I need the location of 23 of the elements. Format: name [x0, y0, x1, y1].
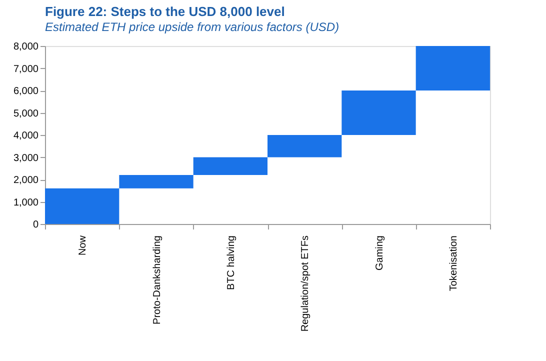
bar: [45, 188, 120, 224]
y-tick-label: 8,000: [13, 42, 39, 52]
x-tick-label: BTC halving: [226, 236, 237, 290]
bar: [416, 46, 490, 90]
x-tick-label: Gaming: [374, 236, 386, 271]
x-tick-label: Tokenisation: [448, 236, 460, 292]
y-tick-label: 5,000: [13, 108, 39, 120]
bar: [342, 90, 416, 135]
bar: [193, 157, 268, 176]
bar: [268, 135, 342, 158]
y-tick-label: 4,000: [13, 130, 39, 142]
y-tick-label: 3,000: [13, 152, 39, 164]
x-tick-label: Now: [78, 234, 89, 256]
bar: [119, 175, 194, 188]
y-tick-label: 1,000: [13, 197, 39, 208]
y-tick-label: 0: [32, 220, 39, 230]
x-tick-label: Proto-Danksharding: [152, 236, 163, 324]
x-tick-label: Regulation/spot ETFs: [300, 236, 312, 332]
chart-title: Figure 22: Steps to the USD 8,000 level: [45, 4, 285, 19]
y-tick-label: 6,000: [13, 86, 39, 97]
chart-subtitle: Estimated ETH price upside from various factors (USD): [45, 20, 340, 34]
y-tick-label: 2,000: [13, 175, 39, 186]
y-tick-label: 7,000: [13, 64, 39, 75]
